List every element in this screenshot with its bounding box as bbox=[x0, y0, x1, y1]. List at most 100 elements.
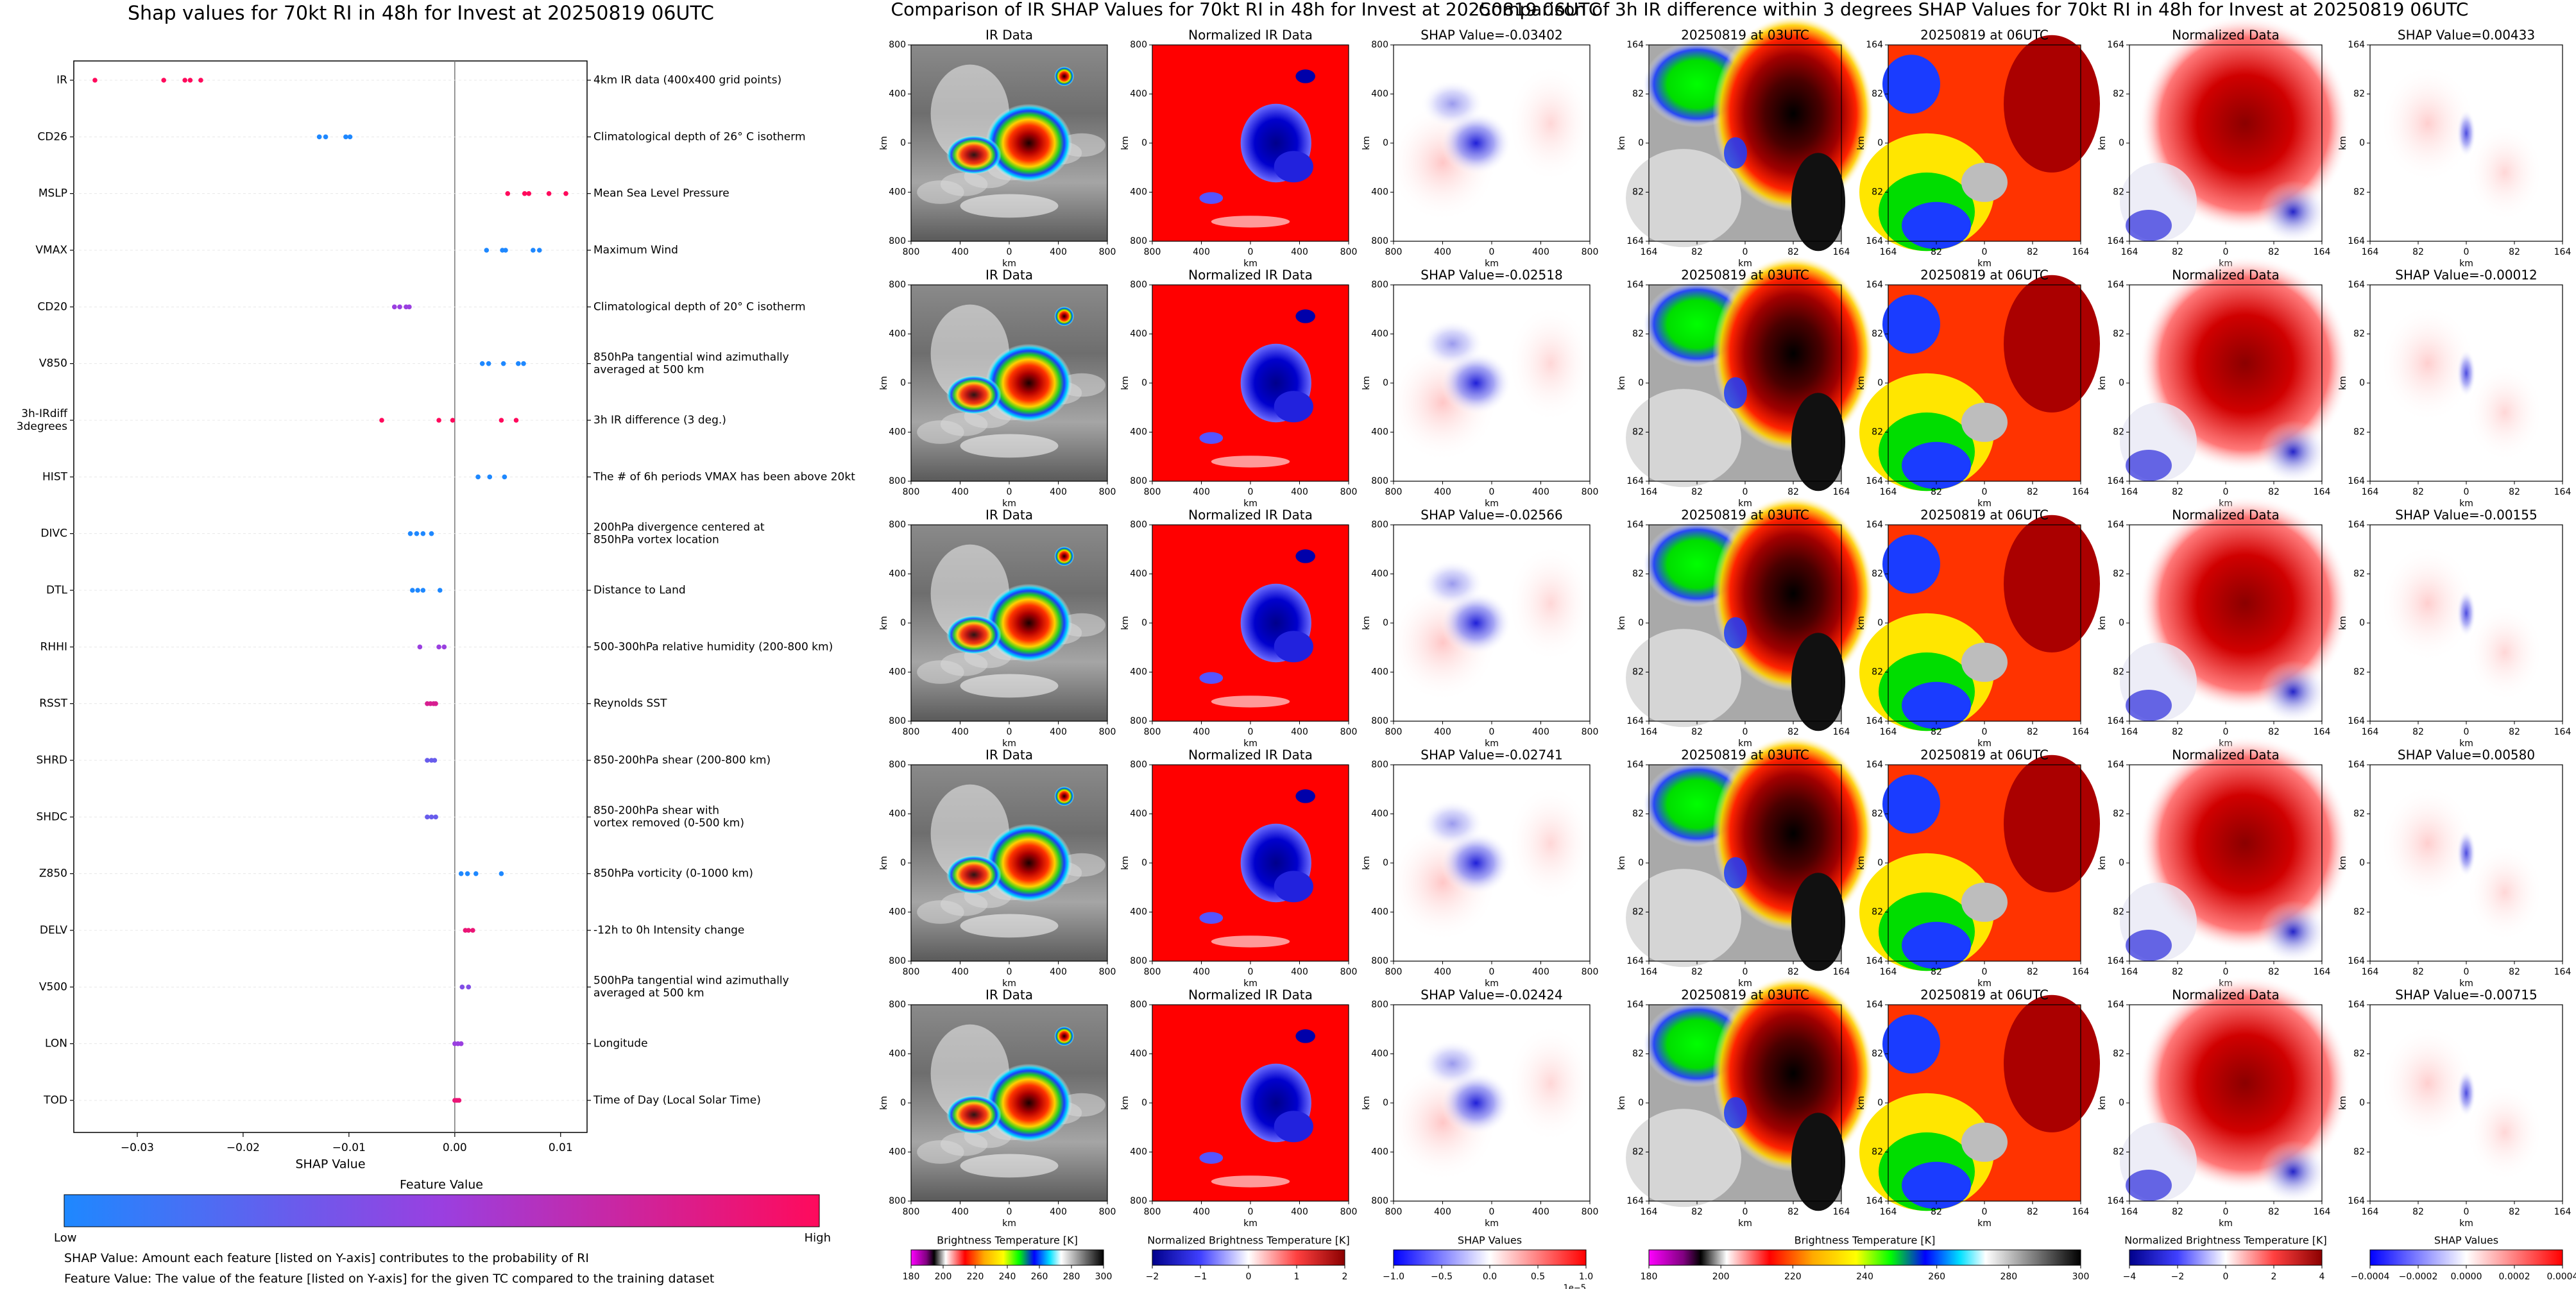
y-tick-label: 82 bbox=[2113, 89, 2124, 99]
y-tick-label: 400 bbox=[889, 187, 906, 198]
x-tick-label: 400 bbox=[1193, 1207, 1210, 1217]
feature-description: The # of 6h periods VMAX has been above … bbox=[593, 470, 855, 483]
shap-positive-area bbox=[1507, 64, 1594, 183]
y-tick-label: 0 bbox=[1877, 858, 1883, 868]
ir3h-b-dark bbox=[2004, 994, 2100, 1132]
panel-title: SHAP Value=-0.00155 bbox=[2395, 508, 2537, 523]
shap-negative-area bbox=[1420, 80, 1484, 128]
bt-colorbar bbox=[910, 1249, 1104, 1266]
x-tick-label: 82 bbox=[1691, 487, 1703, 497]
y-tick-label: 400 bbox=[1371, 187, 1388, 198]
y-tick-label: 800 bbox=[1130, 1196, 1147, 1206]
x-tick-label: 82 bbox=[1787, 727, 1799, 737]
x-tick-label: 400 bbox=[951, 247, 969, 257]
x-tick-label: 82 bbox=[1787, 247, 1799, 257]
ir3h-blue-edge bbox=[1724, 1097, 1747, 1129]
shap-point bbox=[161, 78, 167, 83]
y-tick-label: 0 bbox=[2119, 378, 2124, 388]
x-tick-label: 0 bbox=[1743, 247, 1748, 257]
shap-point bbox=[429, 814, 434, 820]
norm-cold-cell bbox=[1199, 192, 1224, 204]
y-tick-label: 800 bbox=[889, 40, 906, 50]
x-axis-label: km bbox=[1977, 738, 1992, 749]
y-tick-label: 800 bbox=[1130, 280, 1147, 290]
ir3h-comparison-title: Comparison of 3h IR difference within 3 … bbox=[1479, 0, 2469, 20]
shap-point bbox=[499, 871, 504, 876]
x-tick-label: 0 bbox=[1489, 967, 1495, 977]
x-tick-label: 164 bbox=[1880, 247, 1897, 257]
ir-panel-2: 80080040040000400400800800kmkmNormalized… bbox=[1120, 987, 1357, 1229]
ir3h-blue-edge bbox=[1724, 377, 1747, 409]
feature-description: 850-200hPa shear (200-800 km) bbox=[593, 754, 771, 767]
x-tick-label: 0 bbox=[1248, 247, 1254, 257]
y-tick-label: 0 bbox=[2119, 138, 2124, 148]
y-tick-label: 164 bbox=[1626, 1000, 1644, 1010]
y-tick-label: 82 bbox=[2113, 1049, 2124, 1059]
x-tick-label: 164 bbox=[2362, 247, 2379, 257]
colorbar-tick-label: 0.0 bbox=[1483, 1272, 1497, 1282]
y-tick-label: 82 bbox=[1632, 1147, 1644, 1157]
colorbar-tick-label: 4 bbox=[2319, 1272, 2325, 1282]
x-tick-label: 164 bbox=[2121, 247, 2138, 257]
x-tick-label: 164 bbox=[2314, 487, 2331, 497]
nd-blue-corner bbox=[2126, 930, 2172, 961]
norm-cold-cell bbox=[1199, 672, 1224, 684]
x-tick-label: 82 bbox=[1691, 247, 1703, 257]
y-tick-label: 0 bbox=[2359, 858, 2365, 868]
y-tick-label: 164 bbox=[1866, 236, 1883, 246]
ir3h-b-blue bbox=[1902, 441, 1971, 490]
y-tick-label: 800 bbox=[1371, 956, 1388, 966]
y-tick-label: 82 bbox=[1632, 187, 1644, 198]
x-tick-label: 82 bbox=[1787, 487, 1799, 497]
shap-point bbox=[475, 474, 481, 480]
ir3h-b-dark bbox=[2004, 755, 2100, 892]
y-tick-label: 0 bbox=[1141, 138, 1147, 148]
y-axis-label: km bbox=[879, 1096, 889, 1110]
x-tick-label: 82 bbox=[2027, 967, 2038, 977]
feature-label: VMAX bbox=[35, 244, 67, 257]
y-tick-label: 164 bbox=[1626, 40, 1644, 50]
y-tick-label: 0 bbox=[900, 618, 906, 628]
x-tick-label: 0 bbox=[1007, 967, 1012, 977]
colorbar-tick-label: −2 bbox=[1146, 1272, 1159, 1282]
y-tick-label: 164 bbox=[2107, 956, 2124, 966]
colorbar-tick-label: 220 bbox=[967, 1272, 984, 1282]
x-tick-label: 82 bbox=[2027, 727, 2038, 737]
feature-description: 200hPa divergence centered at 850hPa vort… bbox=[593, 521, 765, 547]
x-tick-label: 800 bbox=[1385, 487, 1403, 497]
shap-negative-core bbox=[1440, 1071, 1512, 1134]
shap-point bbox=[487, 474, 493, 480]
shap-point bbox=[436, 644, 441, 650]
shap-point bbox=[465, 871, 470, 876]
y-tick-label: 82 bbox=[1632, 427, 1644, 438]
shap-negative-core bbox=[1440, 112, 1512, 175]
y-tick-label: 0 bbox=[2119, 858, 2124, 868]
ir3h-b-dark bbox=[2004, 275, 2100, 413]
y-tick-label: 800 bbox=[1130, 520, 1147, 530]
ir3h-b-gray bbox=[1961, 402, 2008, 442]
feature-description: 850hPa vorticity (0-1000 km) bbox=[593, 867, 753, 880]
x-tick-label: 164 bbox=[1641, 487, 1658, 497]
x-tick-label: 82 bbox=[2027, 247, 2038, 257]
ir3h-b-blue bbox=[1902, 1161, 1971, 1209]
y-tick-label: 0 bbox=[900, 138, 906, 148]
colorbar-tick-label: 280 bbox=[1063, 1272, 1080, 1282]
x-tick-label: 164 bbox=[1880, 727, 1897, 737]
x-tick-label: 800 bbox=[903, 247, 920, 257]
shap-point bbox=[429, 531, 434, 536]
y-tick-label: 164 bbox=[1626, 760, 1644, 770]
y-tick-label: 82 bbox=[2353, 187, 2365, 198]
feature-label: MSLP bbox=[38, 187, 67, 200]
x-tick-label: 800 bbox=[1582, 487, 1599, 497]
y-tick-label: 400 bbox=[1130, 329, 1147, 339]
shap-point bbox=[182, 78, 187, 83]
y-tick-label: 164 bbox=[2107, 716, 2124, 726]
y-tick-label: 800 bbox=[1371, 716, 1388, 726]
nd-red-area bbox=[2139, 735, 2351, 952]
panel-title: SHAP Value=-0.00715 bbox=[2395, 987, 2537, 1003]
y-tick-label: 164 bbox=[1866, 40, 1883, 50]
panel-title: Normalized IR Data bbox=[1188, 28, 1313, 43]
